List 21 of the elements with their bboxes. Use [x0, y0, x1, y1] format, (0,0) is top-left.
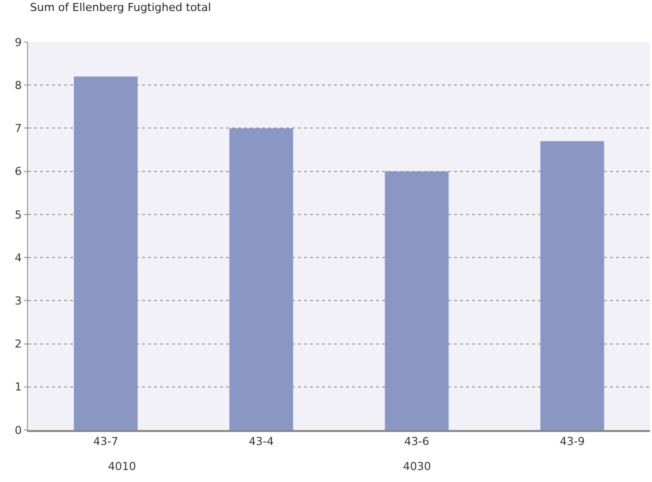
y-tick-label: 8	[14, 78, 22, 92]
y-tick-label: 5	[14, 208, 22, 222]
y-tick-label: 2	[14, 338, 22, 351]
bar	[384, 171, 449, 430]
bar	[540, 141, 604, 430]
bar	[74, 76, 138, 430]
y-tick-label: 6	[14, 165, 22, 178]
y-tick-label: 1	[14, 380, 22, 394]
text: 4030	[403, 460, 431, 473]
x-tick-label: 43-9	[560, 435, 585, 448]
x-tick-label: 43-4	[248, 435, 274, 448]
x-tick-label: 43-6	[404, 435, 430, 448]
chart-title: Sum of Ellenberg Fugtighed total	[30, 1, 212, 14]
y-tick-label: 4	[14, 251, 22, 264]
text: 4010	[108, 460, 136, 473]
x-tick-label: 43-7	[93, 435, 118, 448]
y-tick-label: 0	[14, 424, 22, 437]
y-tick-label: 3	[14, 294, 22, 308]
y-tick-label: 9	[14, 36, 22, 49]
y-tick-label: 7	[14, 122, 22, 136]
bar	[229, 128, 294, 430]
